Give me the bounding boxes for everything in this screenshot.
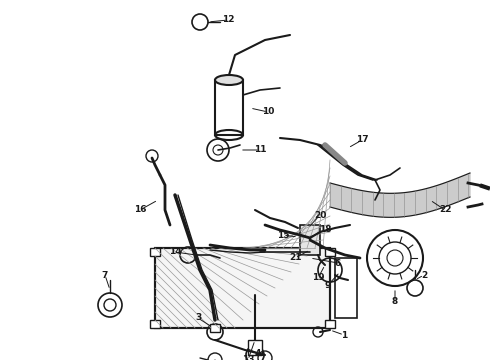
- Bar: [325, 248, 335, 256]
- Bar: [300, 225, 320, 255]
- Ellipse shape: [215, 75, 243, 85]
- Text: 15: 15: [277, 230, 289, 239]
- Text: 12: 12: [222, 15, 234, 24]
- Text: 20: 20: [314, 211, 326, 220]
- Text: 2: 2: [421, 270, 427, 279]
- Text: 21: 21: [289, 253, 301, 262]
- Bar: [335, 258, 357, 318]
- Bar: [215, 80, 243, 135]
- Text: 1: 1: [341, 330, 347, 339]
- Bar: [325, 320, 335, 328]
- Text: 19: 19: [312, 274, 324, 283]
- Bar: [248, 340, 262, 355]
- Bar: [210, 324, 220, 332]
- Bar: [150, 320, 160, 328]
- Text: 17: 17: [356, 135, 368, 144]
- Bar: [150, 248, 160, 256]
- Bar: [155, 248, 330, 328]
- Text: 7: 7: [102, 270, 108, 279]
- Text: 13: 13: [242, 356, 254, 360]
- Bar: [155, 248, 330, 328]
- Text: 10: 10: [262, 108, 274, 117]
- Text: 11: 11: [254, 145, 266, 154]
- Polygon shape: [330, 173, 470, 217]
- Text: 9: 9: [325, 280, 331, 289]
- Text: 6: 6: [335, 258, 341, 267]
- Text: 18: 18: [319, 225, 331, 234]
- Text: 3: 3: [195, 314, 201, 323]
- Text: 4: 4: [255, 348, 261, 357]
- Text: 22: 22: [439, 206, 451, 215]
- Text: 8: 8: [392, 297, 398, 306]
- Text: 16: 16: [134, 206, 146, 215]
- Text: 14: 14: [169, 248, 181, 256]
